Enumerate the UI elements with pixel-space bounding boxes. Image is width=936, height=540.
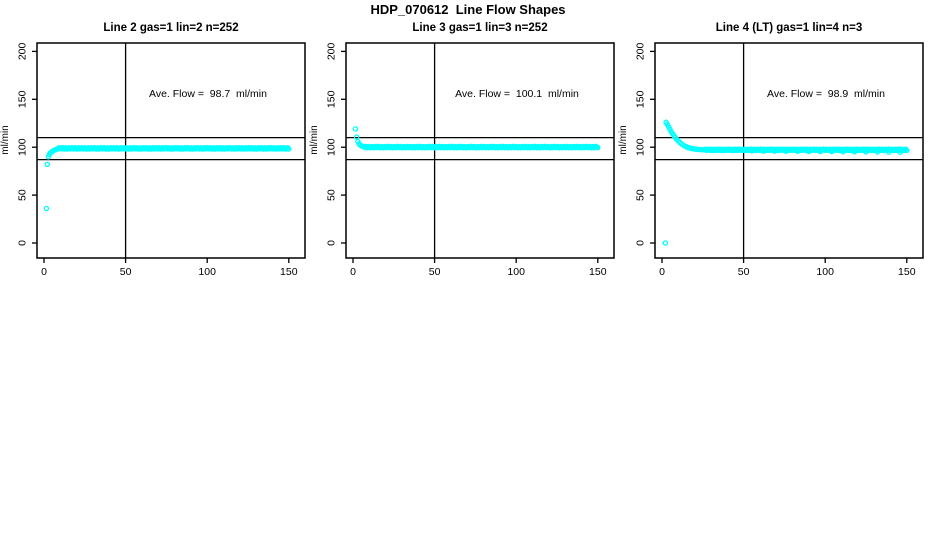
data-point — [828, 148, 835, 155]
plot-box — [345, 42, 615, 259]
y-axis-tick-label: 100 — [326, 138, 338, 156]
data-point — [286, 146, 292, 152]
main-title: HDP_070612 Line Flow Shapes — [370, 2, 566, 17]
y-axis-tick-label: 150 — [635, 90, 647, 108]
data-point — [863, 149, 869, 155]
plot-line4: Line 4 (LT) gas=1 lin=4 n=3 Ave. Flow = … — [618, 0, 936, 310]
data-point — [44, 161, 51, 168]
y-axis-tick-label: 200 — [326, 42, 338, 60]
data-point — [43, 205, 50, 212]
ave-flow-annotation: Ave. Flow = 98.7 ml/min — [149, 88, 267, 100]
data-point — [783, 148, 789, 154]
data-point — [897, 149, 904, 155]
x-axis-tick-label: 0 — [350, 266, 356, 278]
y-axis-tick-label: 0 — [635, 240, 647, 246]
y-axis-label: ml/min — [0, 125, 11, 154]
data-point — [904, 147, 910, 154]
data-point — [806, 148, 812, 155]
plot-svg: 0 50 100 150 0 50 100 150 200 ml/min — [618, 42, 924, 278]
x-axis-tick-label: 100 — [816, 266, 834, 278]
y-axis-tick-label: 0 — [326, 240, 338, 246]
plot-box — [36, 42, 306, 259]
x-axis-tick-label: 150 — [589, 266, 607, 278]
x-axis-tick-label: 100 — [198, 266, 216, 278]
y-axis-tick-label: 50 — [17, 189, 29, 201]
x-axis-tick-label: 100 — [507, 266, 525, 278]
y-axis-tick-label: 50 — [326, 189, 338, 201]
data-point — [352, 126, 359, 132]
x-axis-tick-label: 50 — [429, 266, 441, 278]
data-point — [771, 148, 778, 154]
data-point — [794, 148, 801, 155]
plot-box — [654, 42, 924, 259]
x-axis-tick-label: 0 — [41, 266, 47, 278]
plot-line2: Line 2 gas=1 lin=2 n=252 Ave. Flow = 98.… — [0, 0, 318, 310]
plot-svg: 0 50 100 150 0 50 100 150 200 ml/min — [0, 42, 306, 278]
data-point — [662, 240, 669, 246]
y-axis-tick-label: 200 — [635, 42, 647, 60]
y-axis-tick-label: 0 — [17, 240, 29, 246]
x-axis-tick-label: 0 — [659, 266, 665, 278]
x-axis-tick-label: 150 — [898, 266, 916, 278]
data-point — [886, 149, 892, 155]
data-point — [817, 148, 824, 155]
x-axis-tick-label: 50 — [120, 266, 132, 278]
plot-line3: Line 3 gas=1 lin=3 n=252 Ave. Flow = 100… — [309, 0, 627, 310]
ave-flow-annotation: Ave. Flow = 100.1 ml/min — [455, 88, 579, 100]
plot-title: Line 3 gas=1 lin=3 n=252 — [412, 22, 548, 34]
data-point — [840, 148, 846, 155]
x-axis-tick-label: 150 — [280, 266, 298, 278]
y-axis-tick-label: 100 — [635, 138, 647, 156]
y-axis-tick-label: 200 — [17, 42, 29, 60]
y-axis-label: ml/min — [618, 125, 629, 154]
x-axis-tick-label: 50 — [738, 266, 750, 278]
plot-svg: 0 50 100 150 0 50 100 150 200 ml/min — [309, 42, 615, 278]
data-point — [595, 144, 601, 151]
y-axis-label: ml/min — [309, 125, 320, 154]
y-axis-tick-label: 150 — [326, 90, 338, 108]
y-axis-tick-label: 100 — [17, 138, 29, 156]
data-point — [749, 148, 755, 154]
data-point — [874, 149, 881, 155]
data-point — [851, 149, 858, 155]
y-axis-tick-label: 50 — [635, 189, 647, 201]
data-point — [760, 148, 766, 154]
plot-title: Line 2 gas=1 lin=2 n=252 — [103, 22, 239, 34]
y-axis-tick-label: 150 — [17, 90, 29, 108]
plot-title: Line 4 (LT) gas=1 lin=4 n=3 — [715, 22, 863, 34]
ave-flow-annotation: Ave. Flow = 98.9 ml/min — [767, 88, 885, 100]
